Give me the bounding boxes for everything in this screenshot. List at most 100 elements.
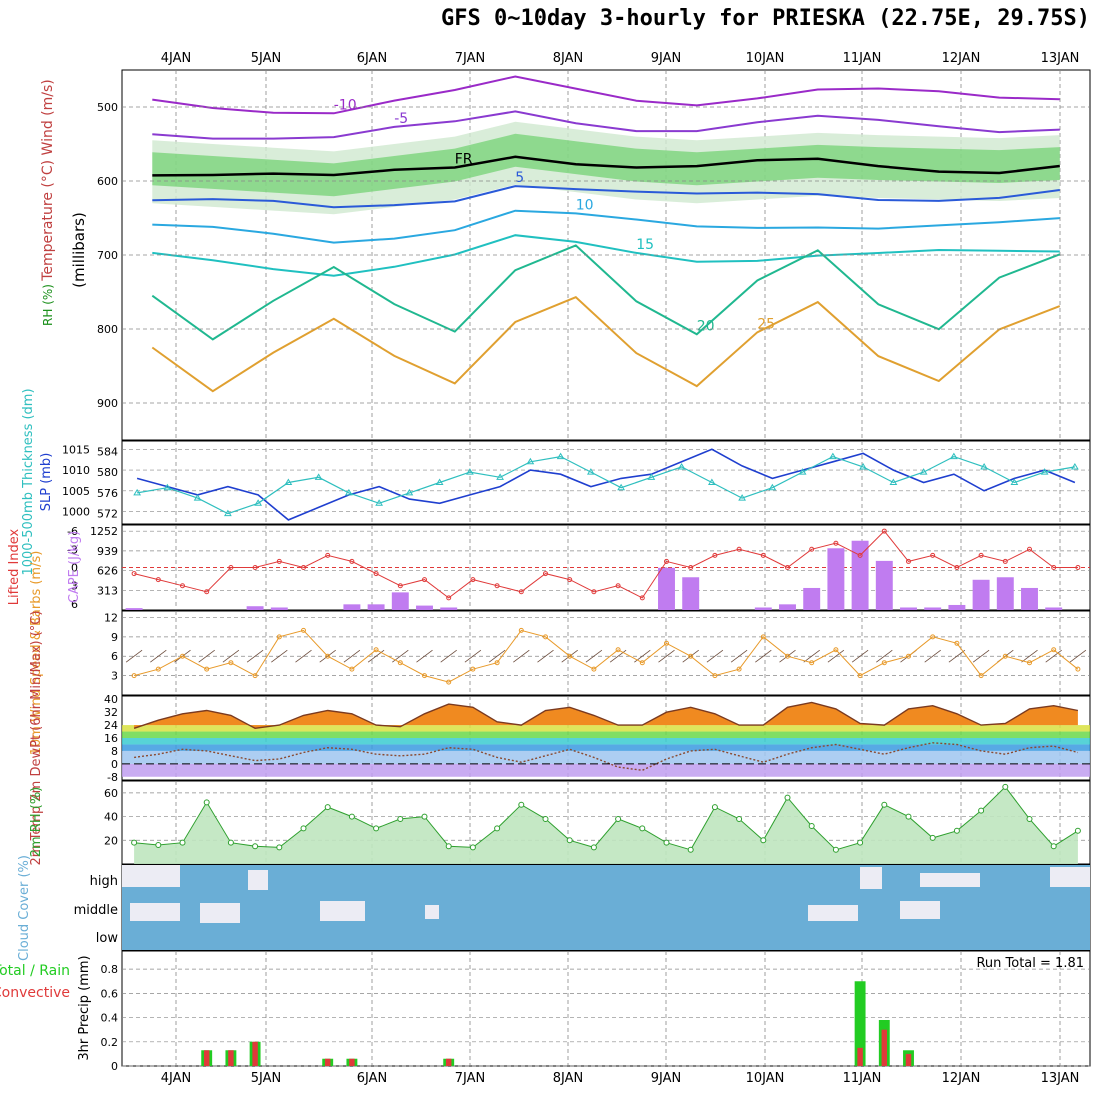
temp-band	[122, 725, 1090, 732]
wind-speed-marker	[325, 653, 331, 659]
slp-tick: 1010	[62, 464, 90, 477]
lifted-index-marker	[180, 583, 185, 589]
lifted-index-marker	[470, 577, 476, 583]
cloud-clear-patch	[248, 870, 268, 890]
wind-barb	[295, 649, 312, 663]
cape-bar	[270, 607, 288, 610]
wind-speed-marker	[1002, 653, 1008, 659]
rh-marker	[1026, 815, 1033, 822]
wind-speed-marker	[978, 673, 984, 679]
thickness-marker	[556, 452, 565, 460]
wind-speed-marker	[155, 666, 161, 672]
rh-marker	[736, 815, 743, 822]
thickness-tick: 584	[97, 445, 118, 458]
wind-speed-marker	[397, 660, 403, 666]
thickness-marker	[859, 462, 868, 470]
rh-marker	[808, 823, 815, 830]
wind-barb	[271, 649, 288, 663]
thickness-marker	[949, 452, 958, 460]
thickness-marker	[1040, 468, 1049, 475]
rh-marker	[857, 839, 864, 846]
bottom-date-label: 7JAN	[455, 1071, 486, 1086]
wind-barb	[948, 649, 966, 663]
precip-tick: 0.6	[101, 987, 119, 1000]
temp-contour	[152, 75, 1060, 115]
top-date-label: 13JAN	[1041, 51, 1080, 66]
lifted-index-marker	[373, 571, 379, 577]
cape-bar	[125, 608, 143, 610]
precip-total-bar	[854, 981, 866, 1066]
lifted-index-marker	[155, 577, 161, 583]
precip-tick: 0.2	[101, 1036, 119, 1049]
cape-axis-label: CAPE (J/kg)	[67, 531, 82, 603]
cloud-clear-patch	[1050, 867, 1090, 887]
wind-speed-marker	[228, 660, 234, 666]
cape-bar	[803, 587, 821, 610]
li-tick: 6	[71, 598, 78, 611]
slp-tick: 1015	[62, 443, 90, 456]
temp-band	[122, 750, 1090, 764]
wind-barb	[803, 649, 820, 663]
cape-bar	[827, 548, 845, 610]
wind-barb	[125, 649, 143, 663]
top-date-label: 4JAN	[161, 51, 192, 66]
top-date-label: 9JAN	[651, 51, 682, 66]
lifted-index-marker	[301, 565, 306, 570]
lifted-index-marker	[639, 595, 645, 601]
temp-tick: 32	[104, 706, 118, 719]
rh-marker	[397, 815, 404, 822]
li-tick: 3	[71, 580, 78, 593]
lifted-index-marker	[857, 552, 863, 558]
rh-marker	[1050, 843, 1057, 850]
y-tick-label: 600	[97, 175, 118, 188]
lifted-index-marker	[954, 565, 960, 570]
wind-speed-marker	[422, 673, 427, 679]
precip-tick: 0.4	[101, 1012, 119, 1025]
rh-marker	[663, 839, 670, 846]
contour-label: -5	[394, 111, 408, 127]
rh-marker	[978, 807, 985, 814]
wind-speed-marker	[131, 673, 137, 679]
top-date-label: 6JAN	[357, 51, 388, 66]
thickness-marker	[1070, 462, 1079, 470]
rh-marker	[905, 813, 912, 820]
cape-bar	[754, 607, 772, 610]
thickness-marker	[133, 488, 142, 496]
wind-speed-marker	[1075, 666, 1081, 672]
lifted-index-marker	[736, 546, 742, 552]
wind-speed-line	[133, 629, 1079, 683]
wind-speed-marker	[664, 640, 669, 646]
cape-bar	[875, 560, 893, 610]
cape-bar	[416, 605, 433, 610]
lifted-index-marker	[833, 540, 839, 546]
thickness-marker	[435, 478, 444, 485]
slp-tick: 1005	[62, 485, 90, 498]
cape-bar	[1021, 587, 1038, 610]
rh-tick: 20	[104, 834, 118, 847]
lifted-index-marker	[906, 558, 911, 564]
precip-legend-total: Total / Rain	[0, 963, 70, 979]
cape-tick: 626	[97, 565, 118, 578]
temp-tick: 24	[104, 719, 118, 732]
lifted-index-marker	[688, 565, 694, 570]
lifted-index-marker	[228, 565, 234, 570]
y-tick-label: 700	[97, 249, 118, 262]
cloud-clear-patch	[860, 867, 882, 889]
wind-speed-marker	[760, 634, 766, 640]
lifted-index-marker	[615, 583, 621, 589]
wind-barb	[464, 649, 482, 663]
rh-marker	[1074, 827, 1081, 834]
thickness-marker	[223, 509, 232, 517]
wind-barb	[1045, 649, 1062, 663]
contour-label: 25	[757, 316, 775, 332]
top-date-label: 12JAN	[942, 51, 981, 66]
wind-speed-marker	[204, 666, 210, 672]
rh-marker	[373, 825, 380, 832]
thickness-line	[136, 455, 1076, 515]
cape-bar	[391, 592, 409, 610]
wind-speed-marker	[543, 634, 548, 640]
wind-speed-marker	[252, 673, 258, 679]
thickness-marker	[163, 483, 172, 491]
precip-conv-bar	[252, 1041, 258, 1066]
bottom-date-label: 12JAN	[942, 1071, 981, 1086]
